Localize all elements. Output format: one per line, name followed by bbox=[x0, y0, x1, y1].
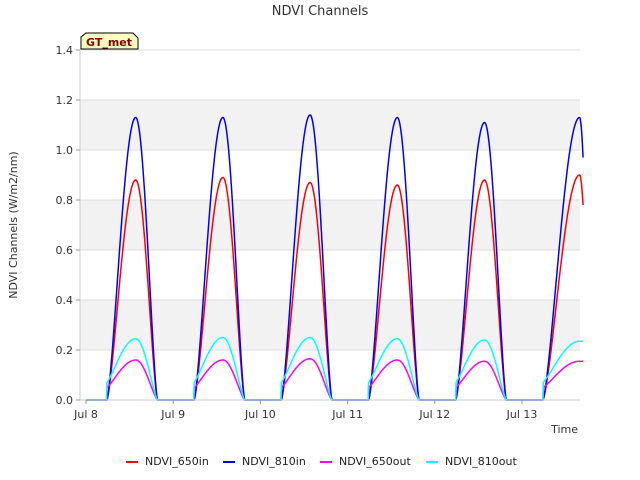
chart-title: NDVI Channels bbox=[272, 4, 369, 19]
gt-met-annotation: GT_met bbox=[80, 32, 139, 50]
x-tick-label: Jul 9 bbox=[160, 408, 185, 421]
legend-label: NDVI_650out bbox=[339, 455, 411, 468]
legend-label: NDVI_810out bbox=[445, 455, 517, 468]
axes bbox=[79, 50, 580, 401]
series-line-ndvi_650out bbox=[85, 358, 584, 401]
y-tick-label: 0.4 bbox=[56, 294, 74, 307]
x-tick-labels: Jul 8 Jul 9 Jul 10 Jul 11 Jul 12 Jul 13 bbox=[73, 400, 537, 421]
legend-item-ndvi_810in: NDVI_810in bbox=[223, 455, 306, 468]
background-bands bbox=[80, 100, 580, 350]
y-axis-label: NDVI Channels (W/m2/nm) bbox=[7, 151, 20, 298]
legend-item-ndvi_650out: NDVI_650out bbox=[320, 455, 411, 468]
y-tick-label: 0.2 bbox=[56, 344, 74, 357]
y-tick-labels: 0.0 0.2 0.4 0.6 0.8 1.0 1.2 1.4 bbox=[56, 44, 80, 407]
legend-item-ndvi_650in: NDVI_650in bbox=[126, 455, 209, 468]
band-3 bbox=[80, 200, 580, 250]
legend-label: NDVI_650in bbox=[145, 455, 209, 468]
y-tick-label: 0.0 bbox=[56, 394, 74, 407]
x-tick-label: Jul 8 bbox=[73, 408, 98, 421]
x-tick-label: Jul 12 bbox=[418, 408, 450, 421]
x-tick-label: Jul 13 bbox=[506, 408, 538, 421]
x-tick-label: Jul 10 bbox=[244, 408, 276, 421]
legend-label: NDVI_810in bbox=[242, 455, 306, 468]
annotation-text: GT_met bbox=[86, 36, 132, 49]
band-1 bbox=[80, 300, 580, 350]
grid-lines bbox=[80, 49, 580, 401]
legend-item-ndvi_810out: NDVI_810out bbox=[426, 455, 517, 468]
y-tick-label: 1.4 bbox=[56, 44, 74, 57]
series-line-ndvi_810in bbox=[85, 114, 584, 401]
series-lines bbox=[85, 114, 584, 401]
legend: NDVI_650in NDVI_810in NDVI_650out NDVI_810o… bbox=[126, 455, 517, 468]
y-tick-label: 1.0 bbox=[56, 144, 74, 157]
x-tick-label: Jul 11 bbox=[331, 408, 363, 421]
y-tick-label: 1.2 bbox=[56, 94, 74, 107]
annotation-box bbox=[80, 32, 139, 50]
y-tick-label: 0.6 bbox=[56, 244, 74, 257]
y-tick-label: 0.8 bbox=[56, 194, 74, 207]
x-axis-label: Time bbox=[550, 423, 578, 436]
band-5 bbox=[80, 100, 580, 150]
